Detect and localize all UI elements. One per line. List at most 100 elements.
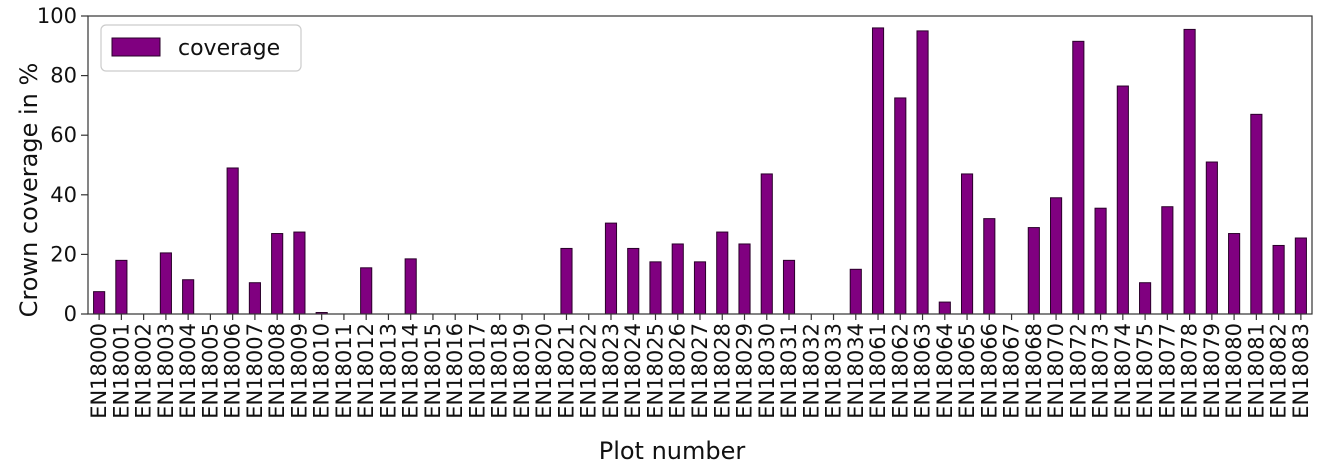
x-tick-label-EN18083: EN18083 (1289, 323, 1313, 419)
y-tick-label: 100 (37, 4, 77, 28)
bar-EN18030 (760, 173, 773, 315)
legend: coverage (100, 24, 302, 72)
x-tick-label-EN18032: EN18032 (799, 323, 823, 419)
bar-EN18009 (293, 231, 306, 315)
bar-EN18012 (360, 267, 373, 315)
bar-EN18074 (1116, 85, 1129, 315)
x-tick-label-EN18068: EN18068 (1022, 323, 1046, 419)
legend-box (100, 24, 302, 72)
x-tick-label-EN18007: EN18007 (243, 323, 267, 419)
x-tick-label-EN18072: EN18072 (1066, 323, 1090, 419)
y-tick-label: 20 (50, 242, 77, 266)
x-tick-label-EN18079: EN18079 (1200, 323, 1224, 419)
bar-EN18068 (1027, 227, 1040, 315)
x-tick-label-EN18061: EN18061 (866, 323, 890, 419)
bar-EN18062 (894, 97, 907, 315)
x-axis-title: Plot number (599, 437, 746, 464)
bar-EN18026 (671, 243, 684, 315)
x-tick-label-EN18021: EN18021 (554, 323, 578, 419)
x-tick-label-EN18025: EN18025 (643, 323, 667, 419)
bar-EN18077 (1161, 206, 1174, 315)
x-tick-label-EN18014: EN18014 (399, 323, 423, 419)
y-axis-title: Crown coverage in % (15, 63, 43, 318)
legend-label: coverage (178, 36, 280, 61)
x-tick-label-EN18031: EN18031 (777, 323, 801, 419)
x-tick-label-EN18017: EN18017 (465, 323, 489, 419)
y-tick-label: 40 (50, 183, 77, 207)
x-tick-label-EN18030: EN18030 (755, 323, 779, 419)
bar-EN18065 (960, 173, 974, 315)
bar-EN18080 (1228, 233, 1241, 315)
bar-EN18014 (404, 258, 417, 315)
bar-EN18021 (560, 247, 573, 315)
bar-EN18003 (159, 252, 172, 315)
bar-EN18008 (271, 233, 284, 315)
x-tick-label-EN18029: EN18029 (733, 323, 757, 419)
bar-EN18006 (226, 167, 239, 315)
x-tick-label-EN18080: EN18080 (1222, 323, 1246, 419)
plot-frame (87, 15, 1313, 315)
bar-EN18031 (782, 259, 796, 315)
y-axis-ticks: 0 20 40 60 80 100 (37, 4, 88, 326)
x-tick-label-EN18018: EN18018 (488, 323, 512, 419)
bar-EN18029 (738, 243, 751, 315)
x-tick-label-EN18004: EN18004 (176, 323, 200, 419)
bar-EN18000 (93, 291, 106, 315)
y-tick-label: 80 (50, 64, 77, 88)
x-tick-label-EN18002: EN18002 (132, 323, 156, 419)
x-tick-label-EN18073: EN18073 (1089, 323, 1113, 419)
x-tick-label-EN18081: EN18081 (1244, 323, 1268, 419)
bar-EN18028 (716, 231, 729, 315)
bar-EN18034 (849, 268, 862, 315)
bar-EN18063 (916, 30, 929, 315)
x-tick-label-EN18010: EN18010 (310, 323, 334, 419)
legend-swatch (111, 37, 161, 57)
y-tick-label: 0 (64, 302, 77, 326)
x-tick-label-EN18062: EN18062 (888, 323, 912, 419)
x-tick-label-EN18023: EN18023 (599, 323, 623, 419)
x-tick-label-EN18028: EN18028 (710, 323, 734, 419)
x-tick-label-EN18027: EN18027 (688, 323, 712, 419)
x-tick-label-EN18003: EN18003 (154, 323, 178, 419)
x-tick-label-EN18075: EN18075 (1133, 323, 1157, 419)
x-tick-label-EN18013: EN18013 (376, 323, 400, 419)
x-tick-label-EN18024: EN18024 (621, 323, 645, 419)
bar-EN18070 (1050, 197, 1063, 315)
bar-EN18024 (627, 247, 640, 315)
x-tick-label-EN18063: EN18063 (911, 323, 935, 419)
bar-EN18004 (182, 279, 195, 315)
bar-EN18079 (1205, 161, 1218, 315)
x-tick-label-EN18064: EN18064 (933, 323, 957, 419)
bar-EN18073 (1094, 207, 1107, 315)
bar-EN18027 (693, 261, 707, 315)
bar-EN18066 (983, 218, 996, 315)
x-tick-label-EN18016: EN18016 (443, 323, 467, 419)
x-tick-label-EN18019: EN18019 (510, 323, 534, 419)
x-tick-label-EN18074: EN18074 (1111, 323, 1135, 419)
bar-EN18078 (1183, 28, 1196, 315)
x-tick-label-EN18006: EN18006 (221, 323, 245, 419)
x-tick-label-EN18009: EN18009 (287, 323, 311, 419)
bar-EN18082 (1272, 244, 1285, 315)
bar-EN18025 (649, 261, 662, 315)
bar-EN18023 (604, 222, 618, 315)
bar-EN18061 (871, 27, 885, 315)
bar-EN18001 (115, 259, 128, 315)
x-tick-label-EN18020: EN18020 (532, 323, 556, 419)
x-tick-label-EN18022: EN18022 (577, 323, 601, 419)
x-tick-label-EN18067: EN18067 (1000, 323, 1024, 419)
bars (93, 27, 1307, 315)
x-tick-label-EN18001: EN18001 (109, 323, 133, 419)
x-tick-label-EN18026: EN18026 (666, 323, 690, 419)
x-tick-label-EN18015: EN18015 (421, 323, 445, 419)
x-tick-label-EN18065: EN18065 (955, 323, 979, 419)
bar-EN18083 (1294, 237, 1307, 315)
bar-EN18075 (1139, 282, 1152, 315)
x-tick-label-EN18000: EN18000 (87, 323, 111, 419)
x-tick-label-EN18082: EN18082 (1267, 323, 1291, 419)
x-tick-label-EN18012: EN18012 (354, 323, 378, 419)
x-tick-label-EN18070: EN18070 (1044, 323, 1068, 419)
x-tick-label-EN18078: EN18078 (1178, 323, 1202, 419)
